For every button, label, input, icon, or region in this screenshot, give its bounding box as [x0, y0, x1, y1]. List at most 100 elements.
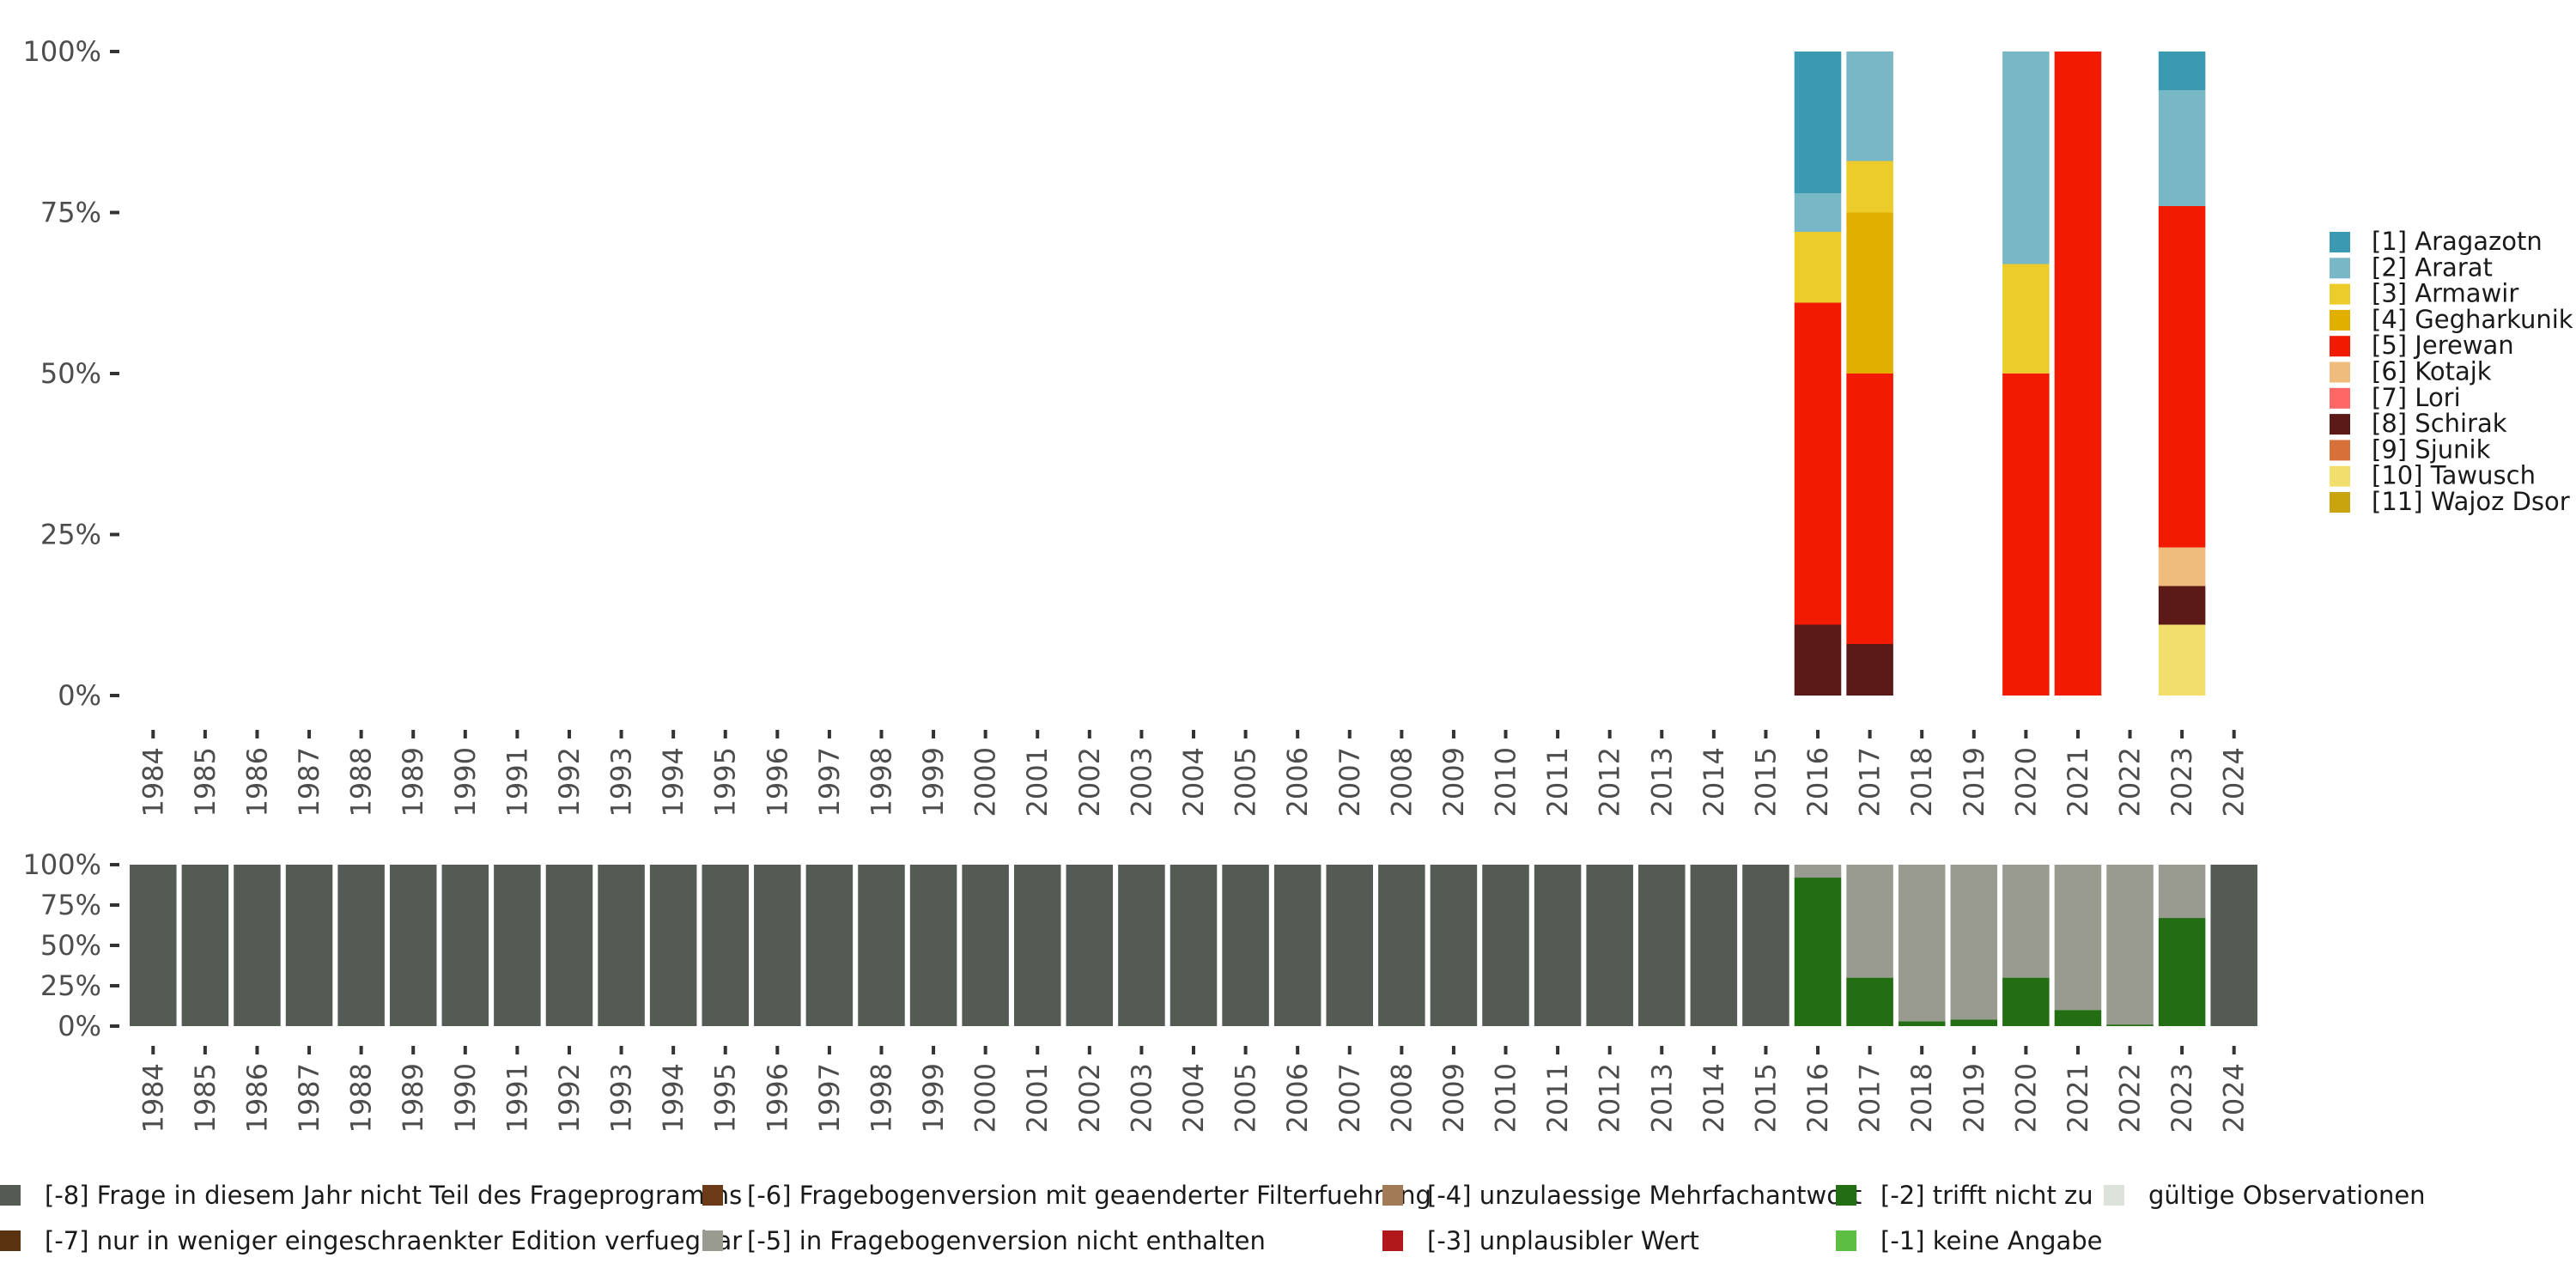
bar-segment	[2158, 586, 2206, 625]
x-tick-label: 1995	[709, 1063, 742, 1133]
bar-segment	[2002, 977, 2050, 1026]
bar-segment	[754, 865, 801, 1026]
y-tick-label: 75%	[40, 889, 101, 921]
x-tick-label: 1990	[449, 747, 482, 817]
x-tick-label: 2010	[1490, 1063, 1522, 1133]
x-tick-label: 1998	[865, 1063, 897, 1133]
legend-label: [-8] Frage in diesem Jahr nicht Teil des…	[45, 1181, 742, 1210]
bar-segment	[598, 865, 645, 1026]
legend-swatch	[2330, 440, 2350, 461]
x-tick-label: 2021	[2062, 1063, 2094, 1133]
bar-segment	[285, 865, 333, 1026]
bar-segment	[1118, 865, 1165, 1026]
x-tick-label: 2006	[1281, 1063, 1314, 1133]
x-tick-label: 1999	[917, 1063, 950, 1133]
x-tick-label: 2017	[1854, 747, 1886, 817]
bar-segment	[494, 865, 541, 1026]
x-tick-label: 2023	[2166, 747, 2198, 817]
x-tick-label: 2007	[1334, 1063, 1366, 1133]
x-tick-label: 2015	[1749, 747, 1782, 817]
x-tick-label: 1993	[605, 1063, 638, 1133]
legend-swatch	[2330, 258, 2350, 279]
legend-label: gültige Observationen	[2148, 1181, 2426, 1210]
bar-segment	[909, 865, 957, 1026]
bar-segment	[234, 865, 281, 1026]
legend-swatch	[2104, 1185, 2124, 1206]
x-tick-label: 2008	[1385, 747, 1418, 817]
x-tick-label: 1985	[189, 747, 222, 817]
bar-segment	[1170, 865, 1218, 1026]
bar-segment	[1013, 865, 1061, 1026]
y-tick-label: 0%	[58, 1010, 101, 1042]
bar-segment	[1846, 865, 1893, 978]
x-tick-label: 1997	[813, 1063, 846, 1133]
x-tick-label: 2002	[1073, 1063, 1106, 1133]
x-tick-label: 1989	[397, 1063, 429, 1133]
x-tick-label: 2003	[1125, 747, 1157, 817]
legend-swatch	[1382, 1230, 1403, 1251]
bottom-panel: 0% 25% 50% 75% 100% 1984 1985 1986 1987 1988 1989 1…	[23, 848, 2257, 1133]
bar-segment	[2106, 1024, 2154, 1026]
x-tick-label: 1992	[553, 747, 586, 817]
bar-segment	[1794, 193, 1842, 232]
x-tick-label: 2006	[1281, 747, 1314, 817]
bar-segment	[1326, 865, 1374, 1026]
bar-segment	[337, 865, 385, 1026]
bar-segment	[1794, 302, 1842, 625]
x-tick-label: 2002	[1073, 747, 1106, 817]
x-tick-label: 2011	[1541, 1063, 1574, 1133]
bar-segment	[181, 865, 229, 1026]
bar-segment	[2158, 624, 2206, 696]
legend-label: [-6] Fragebogenversion mit geaenderter F…	[747, 1181, 1431, 1210]
legend-swatch	[2330, 387, 2350, 409]
x-tick-label: 2003	[1125, 1063, 1157, 1133]
bar-segment	[2158, 206, 2206, 548]
bar-segment	[2158, 918, 2206, 1026]
legend-label: [10] Tawusch	[2372, 461, 2536, 490]
legend-label: [8] Schirak	[2372, 409, 2507, 438]
bar-segment	[441, 865, 489, 1026]
y-tick-label: 0%	[58, 679, 101, 712]
legend-label: [7] Lori	[2372, 383, 2461, 412]
bar-segment	[858, 865, 905, 1026]
x-tick-label: 2009	[1437, 1063, 1470, 1133]
x-tick-label: 1988	[345, 747, 378, 817]
x-tick-label: 1998	[865, 747, 897, 817]
x-tick-label: 2016	[1801, 747, 1834, 817]
bar-segment	[1950, 1019, 1998, 1026]
legend-label: [-1] keine Angabe	[1880, 1226, 2103, 1255]
x-tick-label: 2022	[2114, 747, 2147, 817]
x-tick-label: 2013	[1645, 1063, 1678, 1133]
x-tick-label: 2017	[1854, 1063, 1886, 1133]
y-tick-label: 75%	[40, 197, 101, 229]
x-tick-label: 2012	[1594, 747, 1626, 817]
x-tick-label: 1997	[813, 747, 846, 817]
legend-swatch	[0, 1185, 21, 1206]
bar-segment	[2054, 52, 2102, 696]
bar-segment	[1846, 644, 1893, 696]
x-tick-label: 2001	[1021, 1063, 1054, 1133]
x-tick-label: 1991	[501, 1063, 533, 1133]
bar-segment	[1586, 865, 1633, 1026]
legend-swatch	[2330, 309, 2350, 331]
legend-swatch	[702, 1230, 723, 1251]
legend-label: [-5] in Fragebogenversion nicht enthalte…	[747, 1226, 1266, 1255]
bar-segment	[1690, 865, 1738, 1026]
legend-swatch	[0, 1230, 21, 1251]
legend-label: [9] Sjunik	[2372, 434, 2491, 464]
x-tick-label: 1996	[761, 747, 793, 817]
x-tick-label: 1984	[137, 747, 169, 817]
y-tick-label: 100%	[23, 848, 101, 881]
y-tick-label: 25%	[40, 519, 101, 551]
legend-label: [5] Jerewan	[2372, 331, 2514, 360]
x-tick-label: 1992	[553, 1063, 586, 1133]
x-tick-label: 2014	[1698, 1063, 1730, 1133]
bar-segment	[2002, 865, 2050, 978]
bar-segment	[1273, 865, 1321, 1026]
bar-segment	[1534, 865, 1582, 1026]
top-panel: 0% 25% 50% 75% 100% 1984 1985 1986 1987 1988 1989 1…	[23, 35, 2251, 817]
bar-segment	[2106, 865, 2154, 1025]
x-tick-label: 1996	[761, 1063, 793, 1133]
x-tick-label: 2018	[1905, 1063, 1938, 1133]
x-tick-label: 2011	[1541, 747, 1574, 817]
